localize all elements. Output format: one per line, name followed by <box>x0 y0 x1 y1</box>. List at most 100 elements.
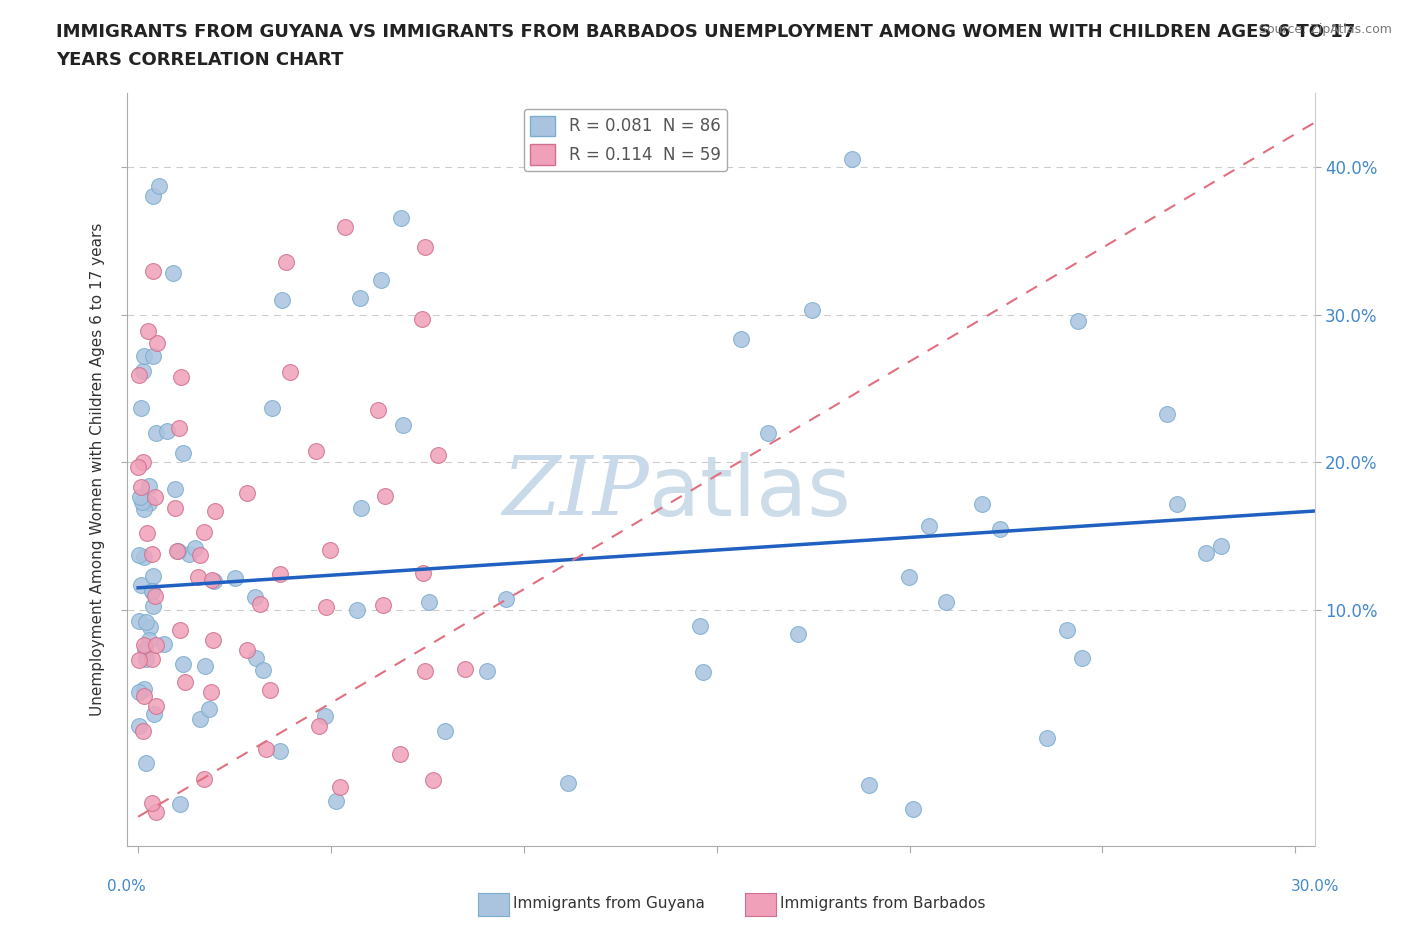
Point <box>308 718 330 733</box>
Point <box>202 573 225 588</box>
Text: 30.0%: 30.0% <box>1291 879 1339 894</box>
Point <box>177 547 200 562</box>
Point <box>370 272 392 287</box>
Point <box>243 590 266 604</box>
Point <box>259 683 281 698</box>
Point <box>475 663 498 678</box>
Point <box>141 651 163 666</box>
Point <box>143 589 166 604</box>
Text: YEARS CORRELATION CHART: YEARS CORRELATION CHART <box>56 51 343 69</box>
Point <box>1166 497 1188 512</box>
Point <box>131 495 153 510</box>
Point <box>201 573 224 588</box>
Point <box>249 596 271 611</box>
Point <box>918 519 941 534</box>
Point <box>173 674 195 689</box>
Point <box>1067 313 1090 328</box>
Point <box>254 741 277 756</box>
Point <box>128 718 150 733</box>
Point <box>970 497 993 512</box>
Point <box>132 550 155 565</box>
Point <box>132 364 155 379</box>
Point <box>128 368 150 383</box>
Point <box>898 569 921 584</box>
Point <box>132 638 155 653</box>
Point <box>193 525 215 539</box>
Point <box>136 525 159 540</box>
Point <box>495 591 517 606</box>
Point <box>689 618 711 633</box>
Point <box>371 598 394 613</box>
Point <box>143 707 166 722</box>
Point <box>169 796 191 811</box>
Point <box>169 623 191 638</box>
Point <box>128 613 150 628</box>
Legend: R = 0.081  N = 86, R = 0.114  N = 59: R = 0.081 N = 86, R = 0.114 N = 59 <box>524 109 727 171</box>
Point <box>136 324 159 339</box>
Point <box>389 211 412 226</box>
Point <box>187 570 209 585</box>
Point <box>271 293 294 308</box>
Point <box>134 642 156 657</box>
Point <box>935 594 957 609</box>
Point <box>142 569 165 584</box>
Point <box>194 658 217 673</box>
Point <box>427 447 450 462</box>
Point <box>128 684 150 699</box>
Point <box>134 681 156 696</box>
Point <box>145 804 167 819</box>
Text: 0.0%: 0.0% <box>107 879 146 894</box>
Point <box>858 778 880 793</box>
Point <box>132 454 155 469</box>
Point <box>315 600 337 615</box>
Point <box>692 665 714 680</box>
Point <box>392 418 415 432</box>
Point <box>411 312 433 326</box>
Point <box>202 632 225 647</box>
Point <box>142 599 165 614</box>
Point <box>162 265 184 280</box>
Point <box>129 479 152 494</box>
Point <box>142 263 165 278</box>
Point <box>156 423 179 438</box>
Point <box>135 652 157 667</box>
Point <box>367 403 389 418</box>
Point <box>787 627 810 642</box>
Point <box>148 179 170 193</box>
Point <box>127 460 149 475</box>
Point <box>200 684 222 699</box>
Point <box>990 522 1012 537</box>
Y-axis label: Unemployment Among Women with Children Ages 6 to 17 years: Unemployment Among Women with Children A… <box>90 223 105 716</box>
Point <box>165 482 187 497</box>
Point <box>141 583 163 598</box>
Point <box>134 688 156 703</box>
Point <box>135 615 157 630</box>
Text: ZIP: ZIP <box>502 452 650 532</box>
Point <box>1056 622 1078 637</box>
Point <box>418 594 440 609</box>
Point <box>350 501 373 516</box>
Point <box>141 547 163 562</box>
Point <box>274 255 297 270</box>
Point <box>333 219 356 234</box>
Point <box>329 779 352 794</box>
Point <box>314 709 336 724</box>
Point <box>193 772 215 787</box>
Point <box>801 302 824 317</box>
Point <box>128 547 150 562</box>
Point <box>146 336 169 351</box>
Point <box>756 426 779 441</box>
Point <box>346 603 368 618</box>
Point <box>145 426 167 441</box>
Point <box>903 802 925 817</box>
Point <box>163 500 186 515</box>
Point <box>183 540 205 555</box>
Point <box>188 712 211 727</box>
Point <box>245 651 267 666</box>
Point <box>188 548 211 563</box>
Point <box>172 445 194 460</box>
Point <box>138 478 160 493</box>
Point <box>138 632 160 647</box>
Point <box>1036 730 1059 745</box>
Point <box>129 401 152 416</box>
